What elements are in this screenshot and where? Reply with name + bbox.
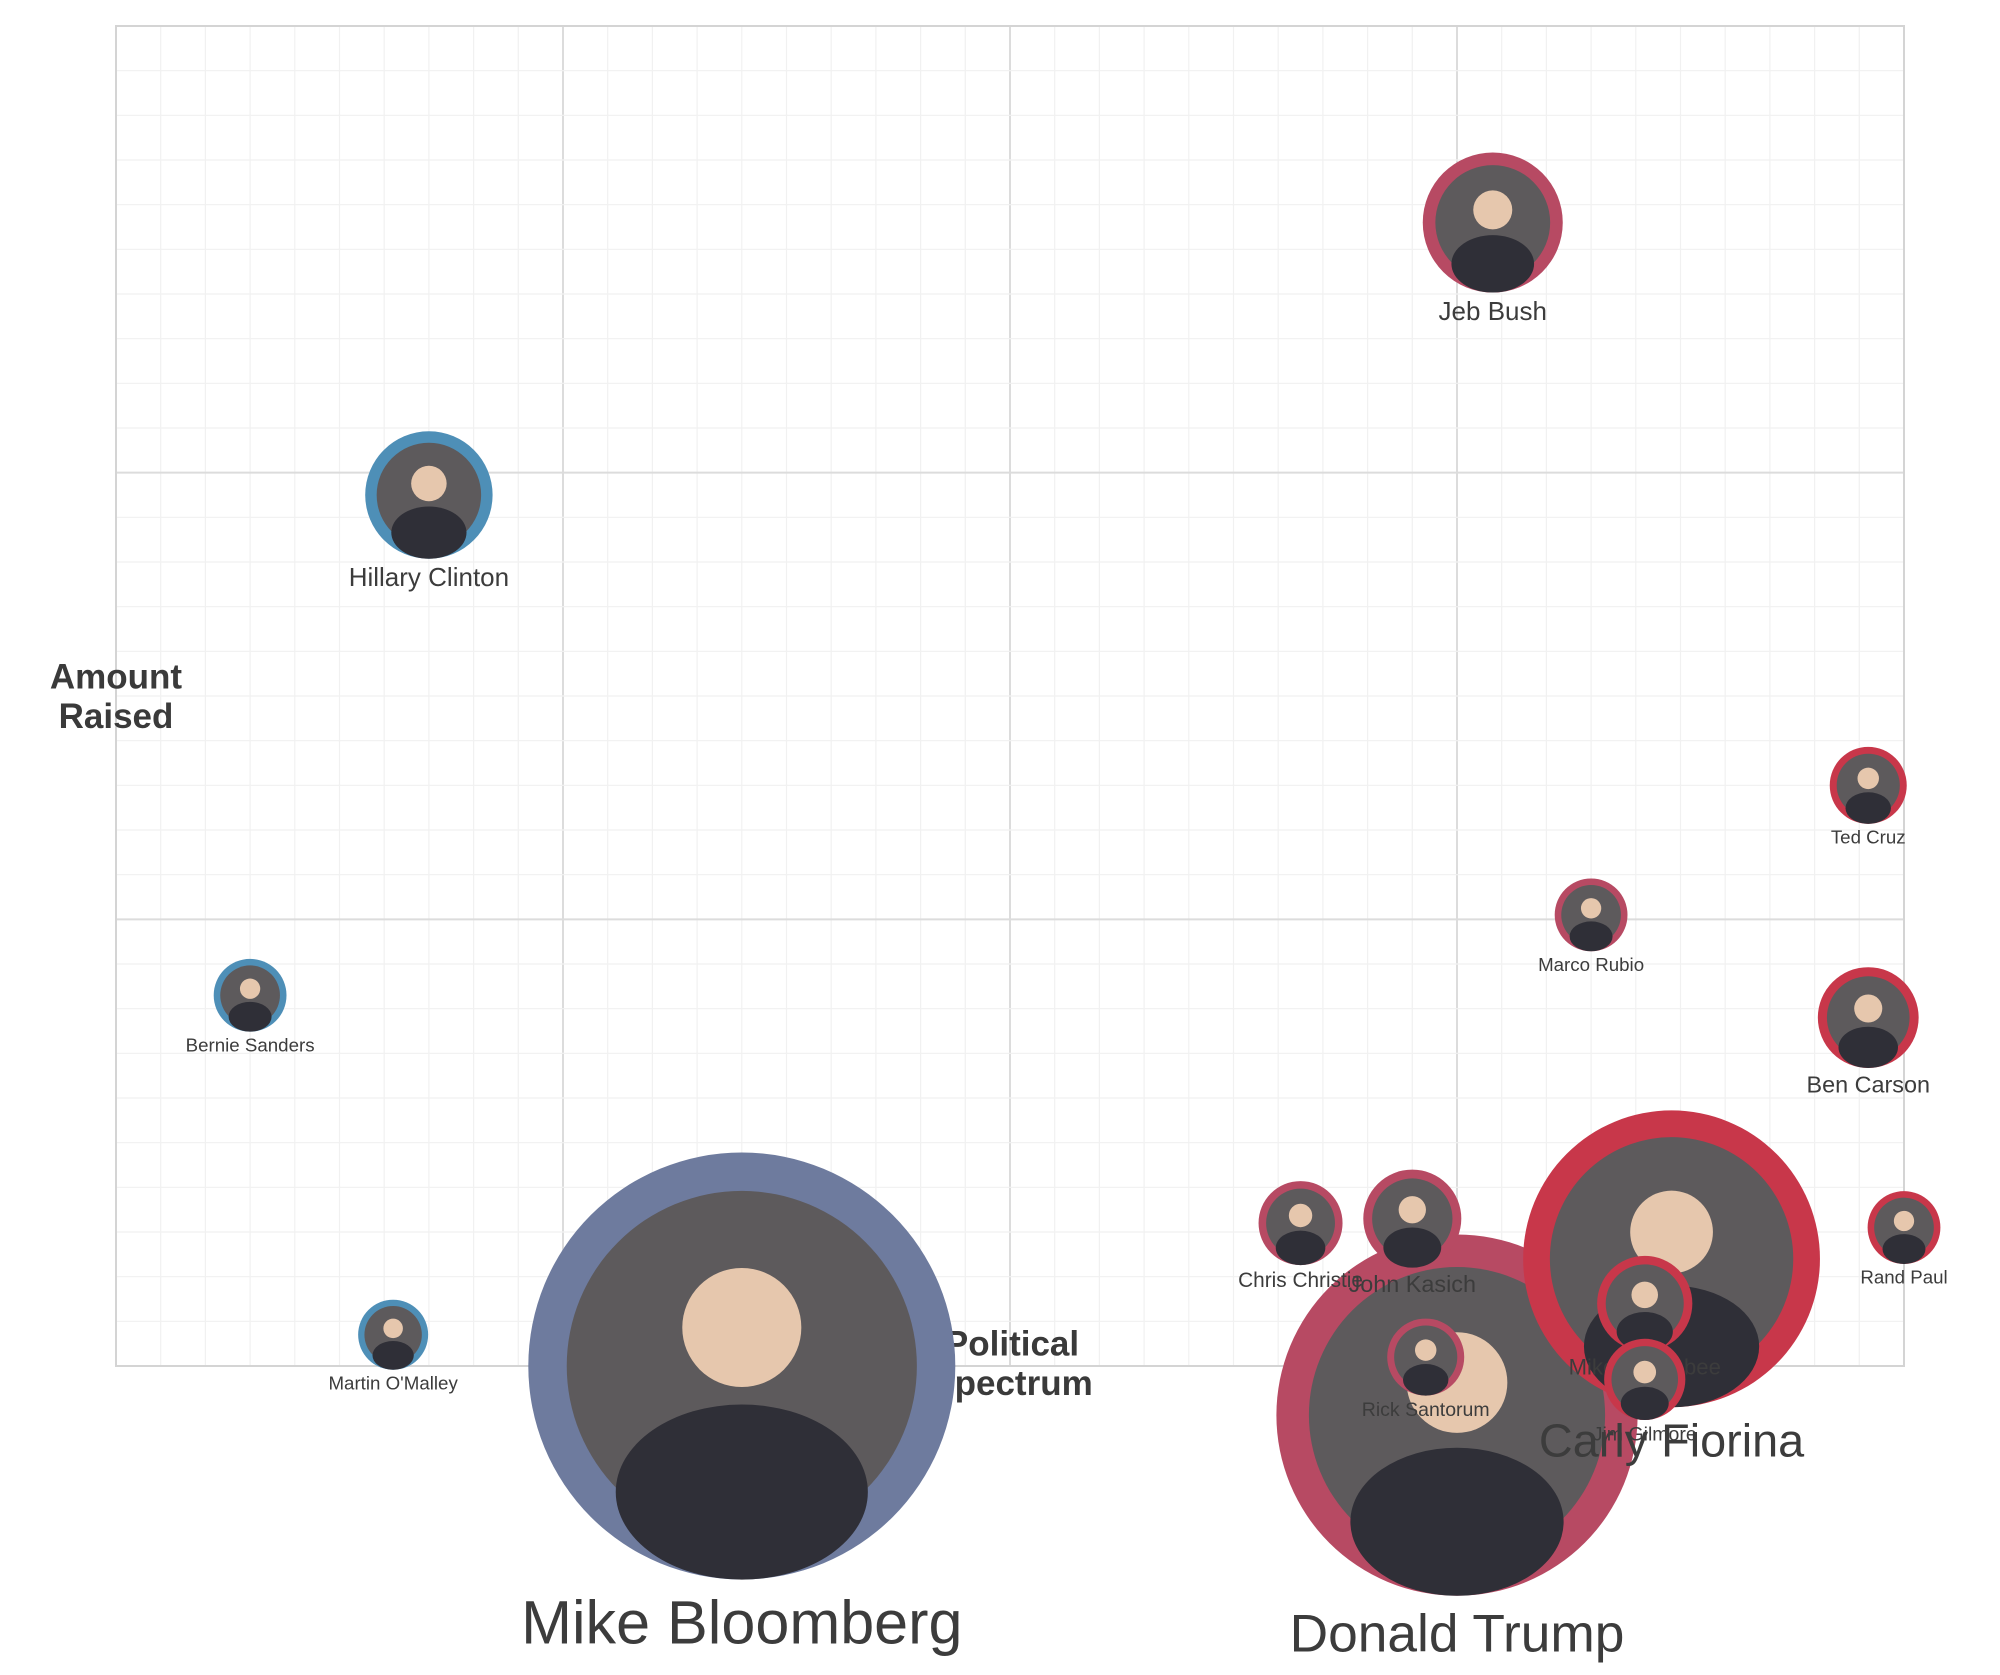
torso-icon	[1882, 1234, 1926, 1264]
plot-frame	[115, 25, 1905, 1367]
candidate-label: Hillary Clinton	[349, 562, 509, 592]
candidate-point: Rick Santorum	[1362, 1318, 1490, 1421]
candidate-label: Carly Fiorina	[1539, 1414, 1805, 1466]
torso-icon	[1845, 792, 1891, 824]
candidate-label: Ben Carson	[1806, 1072, 1930, 1098]
candidate-label: Jim Gilmore	[1593, 1423, 1697, 1445]
person-icon	[1288, 1203, 1313, 1228]
person-icon	[1857, 767, 1879, 790]
candidate-label: Marco Rubio	[1538, 954, 1644, 975]
candidate-label: Ted Cruz	[1831, 826, 1906, 847]
person-icon	[411, 465, 447, 502]
axis-titles: Amount Raised Political Spectrum	[50, 658, 1093, 1403]
torso-icon	[1383, 1227, 1442, 1268]
candidate-label: Mike Bloomberg	[521, 1589, 962, 1657]
person-icon	[1398, 1196, 1426, 1224]
candidate-label: Bernie Sanders	[186, 1034, 315, 1055]
x-axis-title: Political Spectrum	[931, 1325, 1092, 1403]
torso-icon	[1350, 1447, 1564, 1596]
candidate-label: John Kasich	[1349, 1271, 1476, 1297]
person-icon	[239, 978, 261, 999]
candidate-point: Ted Cruz	[1829, 746, 1907, 847]
torso-icon	[1451, 235, 1535, 293]
person-icon	[1631, 1281, 1659, 1309]
candidate-label: Rand Paul	[1860, 1267, 1947, 1288]
person-icon	[1893, 1210, 1915, 1232]
candidate-point: Jim Gilmore	[1593, 1338, 1697, 1445]
torso-icon	[1620, 1386, 1669, 1421]
torso-icon	[1275, 1230, 1326, 1266]
torso-icon	[391, 506, 467, 559]
candidate-point: Martin O'Malley	[328, 1299, 458, 1393]
candidate-label: Rick Santorum	[1362, 1399, 1490, 1421]
person-icon	[1414, 1339, 1437, 1361]
person-icon	[1633, 1360, 1657, 1384]
candidate-point: John Kasich	[1349, 1169, 1476, 1297]
torso-icon	[372, 1341, 414, 1370]
candidate-point: Chris Christie	[1238, 1181, 1363, 1292]
candidate-point: Bernie Sanders	[186, 958, 315, 1055]
candidate-point: Marco Rubio	[1538, 878, 1644, 975]
candidate-label: Donald Trump	[1290, 1605, 1625, 1664]
person-icon	[1580, 898, 1602, 919]
candidate-point: Jeb Bush	[1422, 152, 1563, 326]
candidate-label: Chris Christie	[1238, 1269, 1363, 1292]
candidate-point: Hillary Clinton	[349, 431, 509, 592]
candidate-label: Martin O'Malley	[328, 1372, 458, 1393]
torso-icon	[1402, 1364, 1449, 1396]
y-axis-title: Amount Raised	[50, 658, 183, 736]
plot-border	[115, 25, 1905, 1367]
person-icon	[1630, 1190, 1713, 1274]
person-icon	[1854, 994, 1883, 1023]
torso-icon	[1838, 1026, 1898, 1069]
person-icon	[1473, 190, 1513, 230]
candidate-point: Mike Bloomberg	[521, 1152, 963, 1657]
person-icon	[682, 1267, 802, 1388]
torso-icon	[228, 1001, 272, 1032]
candidate-point: Ben Carson	[1806, 967, 1930, 1098]
torso-icon	[615, 1404, 868, 1580]
torso-icon	[1569, 921, 1613, 952]
person-icon	[383, 1318, 403, 1339]
candidate-point: Donald Trump	[1276, 1234, 1638, 1664]
candidate-point: Rand Paul	[1860, 1191, 1948, 1288]
candidate-label: Jeb Bush	[1439, 296, 1547, 326]
